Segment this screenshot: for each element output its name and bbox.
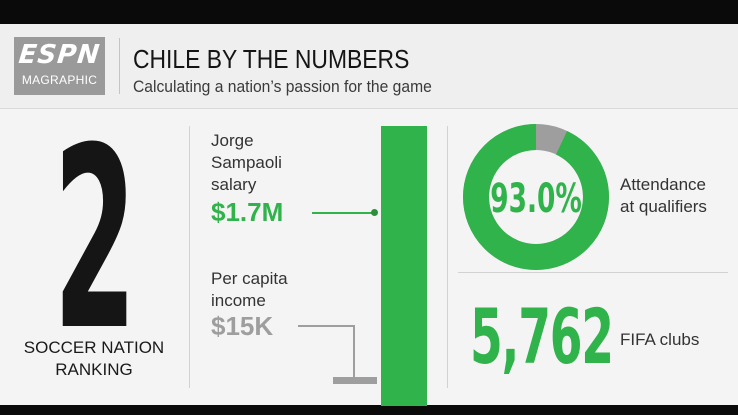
attendance-label: Attendance at qualifiers [620,174,730,218]
right-row-divider [458,272,728,273]
column-divider-left [189,126,190,388]
column-divider-right [447,126,448,388]
logo-wordmark: ESPN [13,41,107,69]
header-divider [119,38,120,94]
attendance-percent: 93.0% [490,175,582,221]
ranking-number-text: 2 [53,116,136,356]
income-label-line1: Per capita [211,268,331,290]
page-title: CHILE BY THE NUMBERS [133,44,409,74]
header: ESPN MAGRAPHIC CHILE BY THE NUMBERS Calc… [0,24,738,109]
ranking-caption: SOCCER NATION RANKING [14,337,174,381]
salary-label-line3: salary [211,174,331,196]
espn-magraphic-logo: ESPN MAGRAPHIC [14,37,105,95]
salary-label: Jorge Sampaoli salary [211,130,331,196]
salary-leader-dot [371,209,378,216]
salary-label-line1: Jorge [211,130,331,152]
ranking-caption-line1: SOCCER NATION [14,337,174,359]
attendance-donut: 93.0% [463,124,609,270]
ranking-number: 2 [30,116,160,356]
salary-leader-line [312,212,374,214]
attendance-label-line1: Attendance [620,174,730,196]
clubs-number: 5,762 [470,292,613,382]
logo-subtitle: MAGRAPHIC [14,73,105,87]
page-subtitle: Calculating a nation’s passion for the g… [133,77,432,97]
infographic-panel: ESPN MAGRAPHIC CHILE BY THE NUMBERS Calc… [0,24,738,405]
ranking-caption-line2: RANKING [14,359,174,381]
attendance-label-line2: at qualifiers [620,196,730,218]
salary-bar [381,126,427,406]
income-value: $15K [211,311,273,341]
salary-label-line2: Sampaoli [211,152,331,174]
income-leader-line-vertical [353,325,355,377]
income-label: Per capita income [211,268,331,312]
income-leader-line [298,325,354,327]
salary-value: $1.7M [211,197,283,227]
income-bar [333,377,377,384]
clubs-label: FIFA clubs [620,329,699,351]
income-label-line2: income [211,290,331,312]
